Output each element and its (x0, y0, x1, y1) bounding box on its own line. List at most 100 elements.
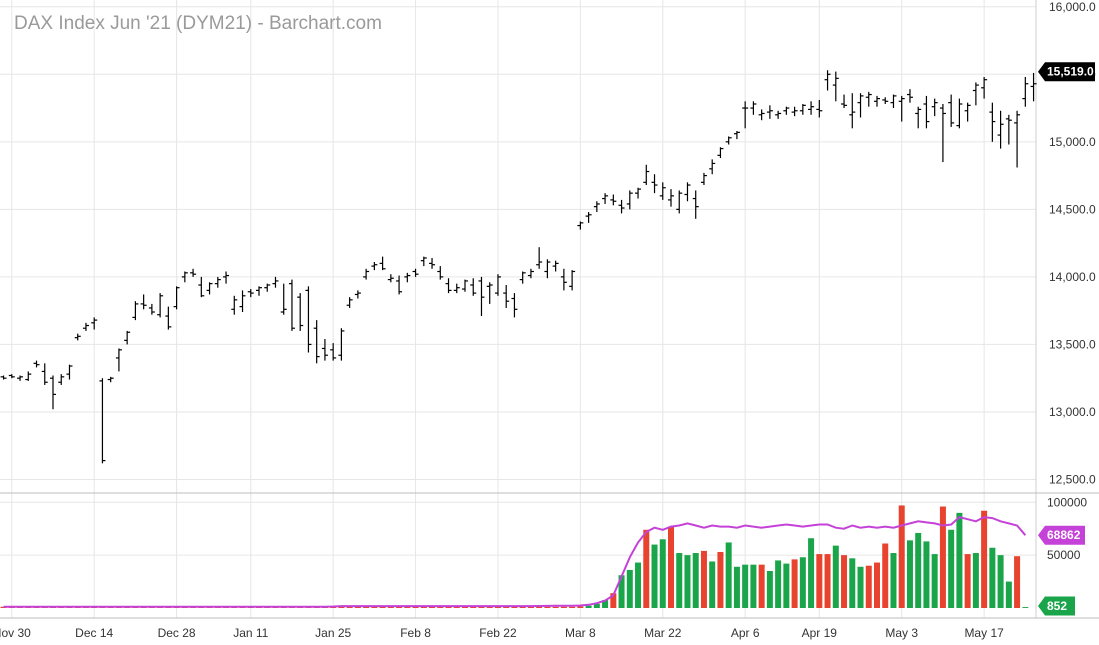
x-tick-label: Jan 11 (233, 626, 268, 640)
x-tick-label: Feb 22 (479, 626, 517, 640)
ohlc-bar (181, 271, 188, 283)
ohlc-bar (107, 376, 114, 383)
ohlc-bar (668, 189, 674, 207)
ohlc-bar (972, 82, 979, 106)
ohlc-bar (412, 268, 419, 277)
ohlc-bar (363, 268, 370, 280)
ohlc-bar (280, 283, 287, 315)
ohlc-bar (676, 190, 683, 214)
x-tick-label: Dec 28 (158, 626, 196, 640)
ohlc-bar (1014, 110, 1021, 168)
ohlc-bar (437, 266, 444, 280)
ohlc-bar (569, 270, 576, 291)
volume-bar (478, 606, 485, 608)
volume-bar (915, 532, 922, 608)
ohlc-bar (33, 360, 40, 368)
ohlc-bar (462, 279, 468, 292)
volume-bar (635, 562, 642, 608)
ohlc-bar (948, 94, 955, 127)
ohlc-bar (610, 194, 617, 206)
volume-bar (733, 566, 740, 608)
volume-bar (890, 553, 897, 608)
volume-bar (569, 606, 576, 608)
volume-bar (470, 606, 477, 608)
ohlc-bar (906, 89, 913, 103)
volume-bar (651, 544, 658, 608)
price-tick-label: 16,000.0 (1049, 0, 1096, 14)
volume-bar (503, 606, 510, 608)
ohlc-bar (997, 110, 1004, 149)
ohlc-bar (775, 110, 782, 119)
ohlc-bar (618, 199, 625, 214)
volume-bar (1022, 607, 1029, 608)
ohlc-bar (552, 260, 559, 272)
ohlc-bar (379, 256, 386, 271)
ohlc-bar (404, 272, 411, 283)
x-tick-label: Apr 6 (731, 626, 760, 640)
price-tick-label: 15,000.0 (1049, 135, 1096, 149)
ohlc-bar (700, 172, 707, 186)
volume-bar (684, 555, 691, 608)
ohlc-bar (231, 295, 238, 315)
volume-bar (997, 555, 1004, 608)
ohlc-bar (0, 375, 7, 380)
ohlc-bar (396, 275, 403, 295)
volume-bar (972, 553, 979, 608)
ohlc-bar (981, 76, 988, 99)
volume-bar (775, 560, 782, 608)
volume-grid (0, 501, 1036, 556)
volume-tick-label: 100000 (1047, 495, 1087, 509)
ohlc-bar (41, 363, 48, 385)
ohlc-bar (882, 97, 889, 105)
volume-tick-label: 50000 (1047, 548, 1081, 562)
ohlc-bar (420, 256, 427, 267)
avg-volume-line (3, 515, 1027, 608)
ohlc-bar (429, 257, 436, 269)
volume-bar (536, 606, 543, 608)
volume-bar (849, 558, 856, 608)
ohlc-bar (783, 106, 790, 115)
ohlc-bar (272, 276, 279, 288)
x-tick-label: Jan 25 (315, 626, 351, 640)
chart-title: DAX Index Jun '21 (DYM21) - Barchart.com (14, 13, 382, 34)
ohlc-bar (742, 101, 749, 129)
volume-bar (758, 564, 765, 608)
ohlc-bar (717, 147, 724, 159)
volume-bar (808, 538, 815, 608)
volume-bar (898, 505, 905, 608)
ohlc-bar (338, 328, 345, 361)
volume-bar (906, 540, 913, 608)
ohlc-bar (478, 276, 485, 317)
ohlc-bar (750, 101, 757, 115)
x-tick-label: Feb 8 (400, 626, 431, 640)
ohlc-bar (964, 102, 971, 122)
ohlc-bar (157, 293, 164, 318)
ohlc-bar (190, 268, 197, 277)
volume-bar (420, 606, 427, 608)
x-tick-labels: Nov 30 Dec 14 Dec 28 Jan 11 Jan 25 Feb 8 Feb 2… (0, 626, 1004, 640)
volume-bar (371, 606, 378, 608)
ohlc-bar (74, 333, 81, 341)
ohlc-bar (223, 271, 230, 284)
ohlc-bar (692, 190, 699, 219)
volume-bar (989, 547, 996, 608)
volume-bar (791, 559, 798, 608)
avg-volume-badge-shape (1038, 525, 1085, 545)
volume-bar (527, 606, 534, 608)
volume-bar (923, 541, 930, 608)
ohlc-bar (577, 221, 584, 230)
ohlc-bar (321, 339, 328, 361)
ohlc-bar (593, 201, 600, 213)
ohlc-bar (635, 187, 642, 199)
volume-bar (750, 564, 757, 608)
volume-bar (387, 606, 394, 608)
volume-bar (956, 512, 963, 608)
volume-bar (874, 562, 880, 608)
volume-bar (700, 550, 707, 608)
ohlc-bar (527, 268, 534, 279)
volume-bar (462, 606, 468, 608)
volume-bar (396, 606, 403, 608)
ohlc-bar (17, 375, 24, 381)
